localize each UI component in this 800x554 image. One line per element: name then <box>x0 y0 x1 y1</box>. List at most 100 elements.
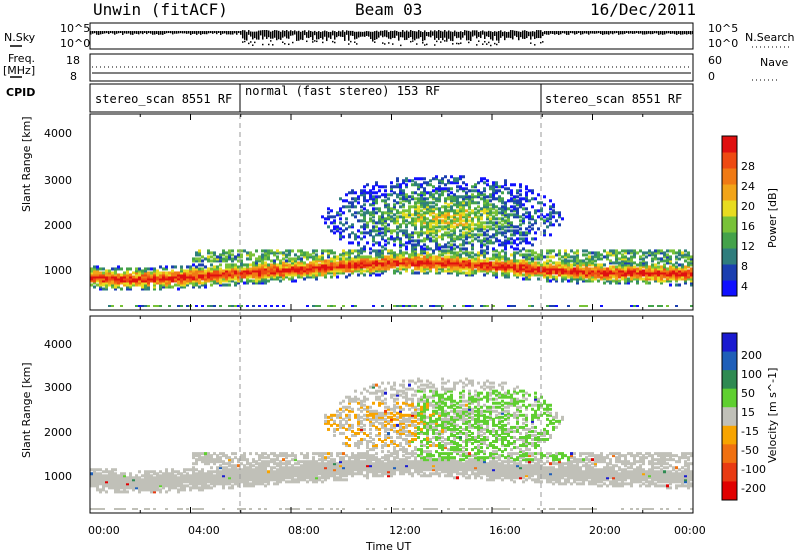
velocity-cell <box>324 470 327 474</box>
power-cell <box>495 253 498 257</box>
power-cell <box>396 183 399 187</box>
power-cell <box>447 241 450 245</box>
power-cell <box>432 251 435 255</box>
power-cell <box>411 251 414 255</box>
power-cell <box>390 185 393 189</box>
power-cell <box>690 273 693 277</box>
power-cell <box>225 269 228 273</box>
power-cell <box>228 257 231 261</box>
velocity-cell <box>93 472 96 476</box>
power-cell <box>372 259 375 263</box>
power-cell <box>492 249 495 253</box>
power-cell <box>354 205 357 209</box>
velocity-cell <box>363 464 366 468</box>
power-cell <box>213 259 216 263</box>
power-cell <box>420 263 423 267</box>
velocity-cell <box>348 413 351 417</box>
power-cell <box>387 263 390 267</box>
power-cell <box>570 255 573 259</box>
power-cell <box>123 271 126 275</box>
power-cell <box>252 273 255 277</box>
velocity-cell <box>273 470 276 474</box>
power-cell <box>564 263 567 267</box>
velocity-cell <box>300 478 303 482</box>
velocity-cell <box>372 417 375 421</box>
power-cell <box>642 259 645 263</box>
power-cell <box>432 195 435 199</box>
power-cell <box>555 279 558 283</box>
power-cell <box>459 205 462 209</box>
power-cell <box>411 195 414 199</box>
power-cell <box>240 271 243 275</box>
power-cell <box>489 213 492 217</box>
power-cell <box>114 267 117 271</box>
power-cell <box>462 201 465 205</box>
velocity-cell <box>384 444 387 448</box>
power-cell <box>624 281 627 285</box>
power-cell <box>528 263 531 267</box>
power-cell <box>405 257 408 261</box>
velocity-cell <box>276 480 279 484</box>
power-cell <box>396 235 399 239</box>
power-cell <box>534 237 537 241</box>
velocity-cell <box>201 482 204 486</box>
velocity-cell <box>273 458 276 462</box>
velocity-cell <box>354 415 357 419</box>
power-cell <box>438 265 441 269</box>
velocity-cell <box>345 470 348 474</box>
power-cell <box>273 269 276 273</box>
power-cell <box>399 189 402 193</box>
power-cell <box>420 269 423 273</box>
power-cell <box>462 223 465 227</box>
velocity-cell <box>288 476 291 480</box>
velocity-cell <box>390 468 393 472</box>
power-cell <box>597 263 600 267</box>
power-cell <box>228 279 231 283</box>
velocity-cell <box>246 476 249 480</box>
power-cell <box>261 271 264 275</box>
power-cell <box>459 229 462 233</box>
power-cell <box>684 253 687 257</box>
power-cell <box>654 251 657 255</box>
power-cell <box>465 191 468 195</box>
power-cell <box>459 217 462 221</box>
power-cell <box>378 253 381 257</box>
power-cell <box>555 269 558 273</box>
power-cell <box>111 275 114 279</box>
power-cell <box>342 265 345 269</box>
power-cell <box>423 205 426 209</box>
power-cell <box>153 277 156 281</box>
velocity-cell <box>348 472 351 476</box>
velocity-cell <box>363 468 366 472</box>
velocity-cell <box>363 456 366 460</box>
power-cell <box>471 255 474 259</box>
velocity-cell <box>105 478 108 482</box>
power-cell <box>414 227 417 231</box>
power-cell <box>369 219 372 223</box>
velocity-cell <box>153 476 156 480</box>
power-cell <box>393 251 396 255</box>
power-cell <box>555 261 558 265</box>
power-cell <box>258 281 261 285</box>
power-cell <box>387 267 390 271</box>
velocity-cell <box>381 466 384 470</box>
power-cell <box>405 193 408 197</box>
velocity-cell <box>183 480 186 484</box>
power-cell <box>582 249 585 253</box>
power-cell <box>255 281 258 285</box>
power-cell <box>486 251 489 255</box>
power-cell <box>471 265 474 269</box>
power-cell <box>333 225 336 229</box>
velocity-cell <box>132 480 135 484</box>
power-cell <box>414 263 417 267</box>
power-cell <box>90 275 93 279</box>
power-cell <box>327 263 330 267</box>
power-cell <box>183 269 186 273</box>
power-cell <box>483 201 486 205</box>
velocity-cell <box>387 411 390 415</box>
power-cell <box>516 191 519 195</box>
power-cell <box>372 197 375 201</box>
velocity-cell <box>165 482 168 486</box>
power-cell <box>495 205 498 209</box>
power-cell <box>645 275 648 279</box>
